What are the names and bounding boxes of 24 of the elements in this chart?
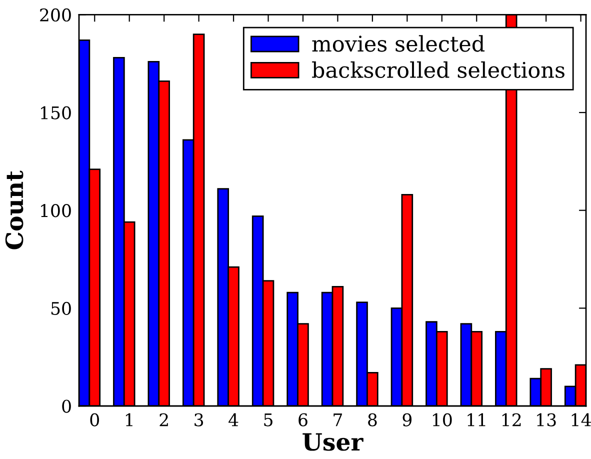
x-tick-label: 11 — [468, 413, 486, 426]
x-tick-label: 10 — [432, 413, 452, 426]
x-tick-label: 5 — [264, 413, 272, 426]
x-tick-label: 1 — [126, 413, 132, 426]
x-axis-title: User — [302, 433, 364, 451]
x-tick-label: 12 — [502, 413, 521, 426]
x-tick-label: 2 — [160, 413, 168, 426]
y-axis-title: Count — [5, 170, 24, 250]
y-tick-label: 50 — [51, 302, 71, 316]
x-tick-label: 13 — [537, 413, 556, 426]
x-tick-label: 8 — [368, 413, 377, 426]
x-tick-label: 14 — [572, 413, 591, 426]
x-tick-label: 4 — [228, 413, 238, 426]
y-tick-label: 200 — [40, 8, 71, 22]
legend-label: backscrolled selections — [312, 61, 564, 78]
y-tick-label: 100 — [41, 204, 71, 218]
y-tick-label: 0 — [62, 400, 71, 413]
y-tick-label: 150 — [41, 106, 71, 120]
legend-label: movies selected — [312, 35, 485, 52]
x-tick-label: 9 — [402, 413, 412, 426]
x-tick-label: 7 — [334, 413, 342, 426]
x-tick-label: 6 — [298, 413, 308, 426]
x-tick-label: 0 — [90, 413, 99, 426]
x-tick-label: 3 — [194, 413, 204, 426]
